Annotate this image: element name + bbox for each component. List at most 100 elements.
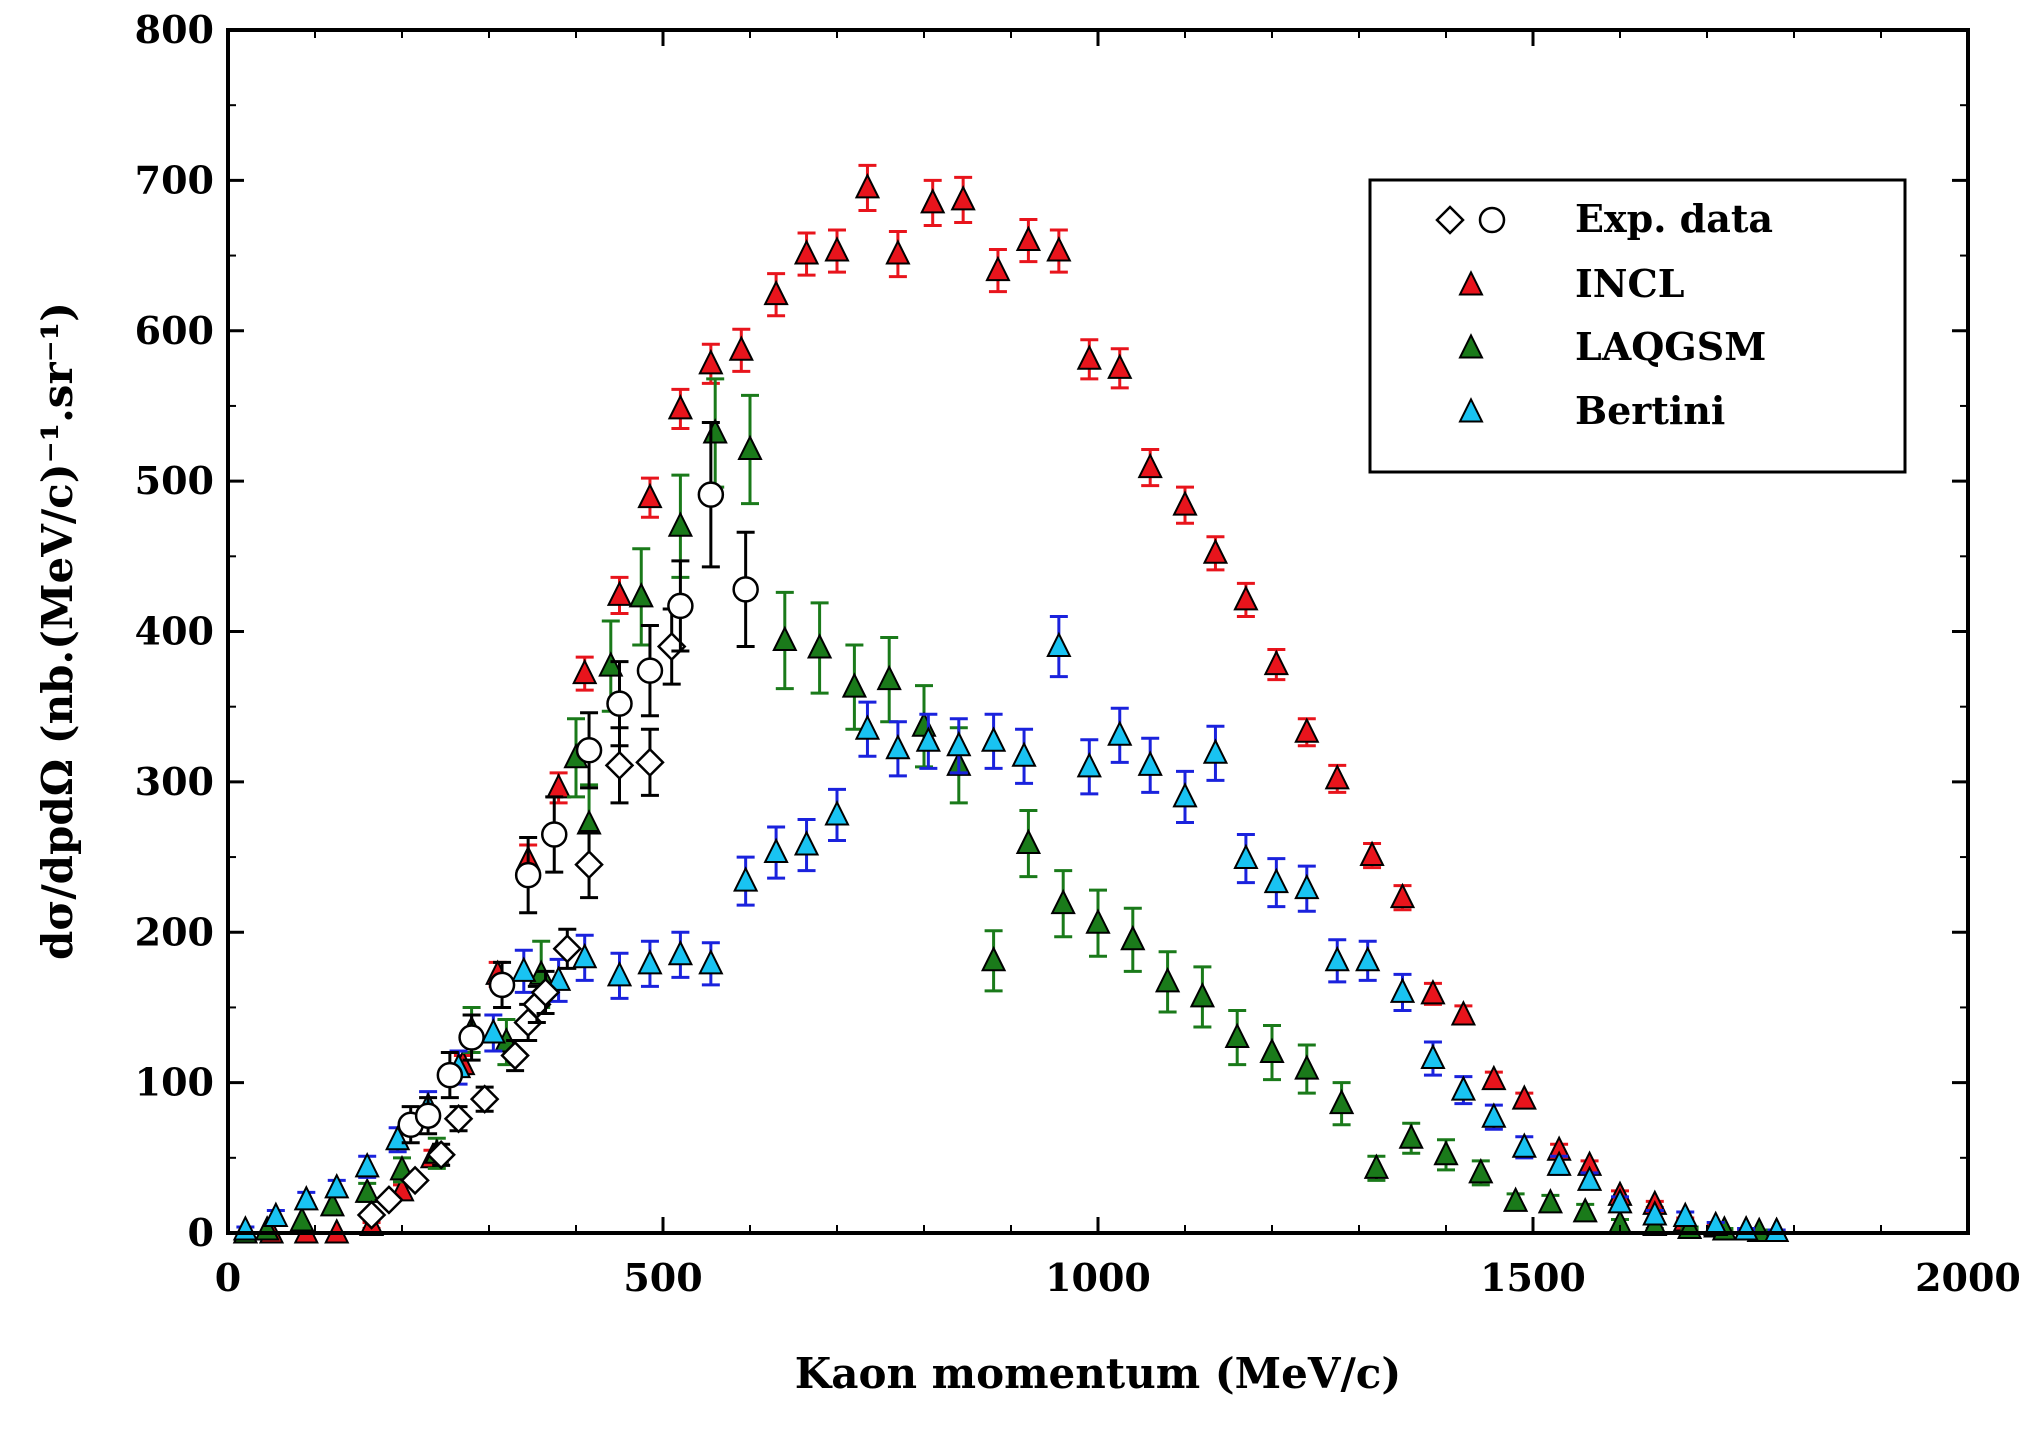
data-point-incl <box>545 772 572 799</box>
data-point-bertini <box>915 726 941 752</box>
data-point-exp-data-diamonds <box>552 934 583 964</box>
data-point-exp-data-diamonds <box>400 1165 430 1196</box>
data-point-exp-data-circles <box>697 481 725 508</box>
y-axis-title: dσ/dpdΩ (nb.(MeV/c)⁻¹.sr⁻¹) <box>33 302 82 960</box>
data-point-laqgsm <box>911 711 937 737</box>
data-point-laqgsm <box>1537 1188 1564 1214</box>
data-point-exp-data-diamonds <box>426 1140 456 1170</box>
data-point-bertini <box>324 1172 350 1199</box>
data-point-exp-data-circles <box>732 576 759 603</box>
data-point-bertini <box>1202 738 1229 764</box>
data-point-incl <box>637 482 663 509</box>
data-point-incl <box>1511 1084 1537 1110</box>
data-point-bertini <box>980 726 1007 752</box>
data-point-bertini <box>698 948 724 975</box>
data-point-bertini <box>511 956 537 982</box>
data-point-incl <box>1481 1064 1507 1091</box>
data-point-laqgsm <box>1328 1088 1355 1115</box>
data-point-laqgsm <box>1154 966 1181 993</box>
data-point-exp-data-diamonds <box>469 1084 500 1114</box>
data-point-bertini <box>1420 1043 1446 1070</box>
data-point-laqgsm <box>980 945 1007 972</box>
data-point-exp-data-diamonds <box>635 747 665 778</box>
data-point-bertini <box>1046 631 1072 658</box>
legend-label: Bertini <box>1575 388 1725 433</box>
data-point-laqgsm <box>876 664 902 691</box>
data-point-bertini <box>1172 782 1198 808</box>
data-point-bertini <box>572 942 598 969</box>
data-point-exp-data-circles <box>667 592 694 620</box>
legend-symbol-triangle <box>1458 333 1484 359</box>
data-point-bertini <box>1076 751 1102 778</box>
data-point-exp-data-circles <box>436 1061 464 1089</box>
data-point-incl <box>1046 236 1072 262</box>
data-point-incl <box>1107 353 1133 379</box>
data-point-incl <box>1263 649 1289 676</box>
data-point-incl <box>667 394 694 420</box>
legend-entry: Exp. data <box>1435 196 1773 241</box>
data-point-bertini <box>1011 741 1037 767</box>
data-point-incl <box>1015 225 1042 252</box>
y-tick-label: 300 <box>135 759 214 804</box>
x-tick-label: 2000 <box>1915 1255 2021 1300</box>
data-point-bertini <box>1763 1216 1790 1242</box>
data-point-exp-data-circles <box>488 971 516 999</box>
data-point-laqgsm <box>354 1177 380 1203</box>
data-point-exp-data-circles <box>575 737 603 764</box>
data-point-laqgsm <box>772 625 798 652</box>
data-point-incl <box>1450 1000 1477 1026</box>
data-point-incl <box>793 239 820 265</box>
data-point-bertini <box>545 965 572 991</box>
data-point-laqgsm <box>1085 908 1111 934</box>
data-point-incl <box>854 172 881 199</box>
data-point-laqgsm <box>667 511 694 537</box>
data-point-laqgsm <box>1502 1186 1529 1212</box>
x-tick-label: 0 <box>215 1255 241 1300</box>
data-point-bertini <box>1355 945 1381 972</box>
x-tick-label: 1000 <box>1045 1255 1151 1300</box>
x-tick-label: 1500 <box>1480 1255 1586 1300</box>
data-point-bertini <box>885 733 911 760</box>
data-point-laqgsm <box>289 1206 315 1232</box>
data-point-laqgsm <box>628 582 654 608</box>
data-point-exp-data-circles <box>606 690 633 717</box>
data-point-incl <box>824 236 850 262</box>
data-point-bertini <box>637 948 663 975</box>
legend-symbol-triangle <box>1458 397 1484 423</box>
data-point-incl <box>1324 763 1350 790</box>
y-tick-label: 400 <box>135 609 214 654</box>
data-point-laqgsm <box>1015 828 1042 855</box>
legend-label: Exp. data <box>1575 196 1773 241</box>
data-point-incl <box>1420 979 1446 1005</box>
data-point-bertini <box>293 1185 319 1211</box>
data-point-bertini <box>480 1018 506 1044</box>
series-exp-data-circles <box>397 420 759 1145</box>
data-point-incl <box>1389 882 1416 909</box>
y-tick-label: 100 <box>135 1060 214 1105</box>
data-point-bertini <box>824 800 850 826</box>
y-tick-label: 600 <box>135 308 214 353</box>
y-tick-label: 0 <box>188 1210 214 1255</box>
data-point-bertini <box>854 714 881 740</box>
data-point-bertini <box>1576 1165 1603 1191</box>
data-point-laqgsm <box>1398 1123 1424 1149</box>
data-point-bertini <box>733 866 759 892</box>
data-point-exp-data-diamonds <box>356 1200 387 1230</box>
data-point-laqgsm <box>1468 1157 1494 1184</box>
data-point-incl <box>606 580 633 606</box>
data-point-bertini <box>354 1151 380 1178</box>
data-point-incl <box>1294 717 1320 743</box>
data-point-bertini <box>1107 720 1133 746</box>
legend-entry: INCL <box>1458 261 1684 306</box>
data-point-exp-data-circles <box>541 821 568 848</box>
data-point-laqgsm <box>1572 1197 1598 1223</box>
data-point-bertini <box>1642 1200 1668 1226</box>
data-point-incl <box>698 348 724 375</box>
data-point-laqgsm <box>319 1191 346 1217</box>
data-point-bertini <box>1294 873 1320 900</box>
data-point-bertini <box>946 730 972 757</box>
data-point-laqgsm <box>1189 982 1216 1008</box>
legend-symbol-circle <box>1478 206 1506 234</box>
data-point-bertini <box>1137 750 1163 776</box>
data-point-incl <box>1137 452 1163 479</box>
